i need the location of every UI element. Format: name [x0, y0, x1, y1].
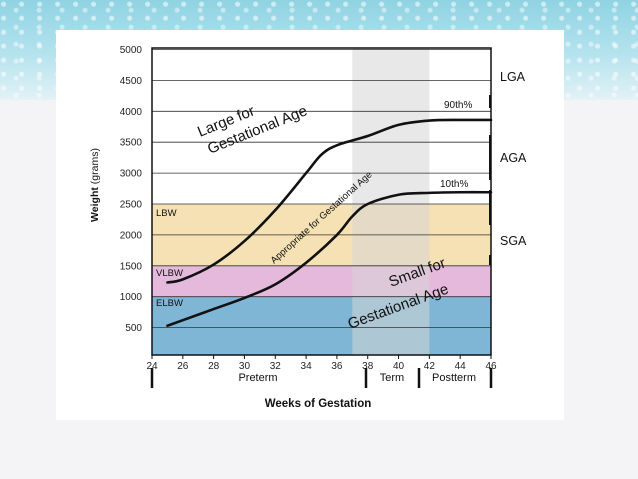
x-tick-label-28: 28 — [208, 361, 220, 372]
y-tick-label-1000: 1000 — [120, 292, 143, 303]
band-label-lbw: LBW — [156, 208, 177, 219]
band-label-vlbw: VLBW — [156, 268, 183, 279]
band-vlbw — [152, 265, 491, 297]
y-axis-label: Weight (grams) — [89, 148, 101, 222]
band-elbw-lower — [152, 327, 491, 355]
y-tick-label-5000: 5000 — [120, 45, 143, 56]
x-tick-label-30: 30 — [239, 361, 251, 372]
side-label-aga: AGA — [500, 151, 527, 165]
x-tick-label-44: 44 — [455, 361, 467, 372]
term-band-shading — [352, 48, 430, 355]
y-tick-label-4500: 4500 — [120, 76, 143, 87]
x-tick-label-38: 38 — [362, 361, 374, 372]
y-tick-label-3000: 3000 — [120, 169, 143, 180]
percentile-curves — [166, 118, 493, 328]
period-label-postterm: Postterm — [432, 372, 476, 384]
x-tick-label-32: 32 — [270, 361, 282, 372]
x-axis-label: Weeks of Gestation — [265, 398, 372, 410]
y-tick-label-500: 500 — [125, 323, 142, 334]
series-label-10th: 10th% — [440, 179, 468, 190]
period-label-term: Term — [380, 372, 404, 384]
x-tick-label-40: 40 — [393, 361, 405, 372]
x-tick-label-36: 36 — [331, 361, 343, 372]
band-label-elbw: ELBW — [156, 298, 183, 309]
x-tick-label-46: 46 — [485, 361, 497, 372]
y-tick-label-1500: 1500 — [120, 261, 143, 272]
y-tick-label-4000: 4000 — [120, 107, 143, 118]
side-label-sga: SGA — [500, 234, 527, 248]
y-tick-label-2500: 2500 — [120, 200, 143, 211]
y-tick-label-2000: 2000 — [120, 230, 143, 241]
series-label-90th: 90th% — [444, 100, 472, 111]
x-tick-label-26: 26 — [177, 361, 189, 372]
series-line-10th — [166, 190, 493, 328]
y-tick-label-3500: 3500 — [120, 138, 143, 149]
x-tick-label-24: 24 — [146, 361, 158, 372]
x-tick-label-42: 42 — [424, 361, 436, 372]
period-label-preterm: Preterm — [238, 372, 277, 384]
y-axis-ticks: 500 1000 1500 2000 2500 3000 3500 4000 4500 5000 — [120, 45, 143, 334]
grid-lines — [152, 49, 491, 329]
side-label-lga: LGA — [500, 70, 526, 84]
weight-bands — [152, 204, 491, 355]
x-axis-ticks: 24 26 28 30 32 34 36 38 40 42 44 46 — [146, 355, 497, 372]
series-line-90th — [166, 118, 493, 284]
x-tick-label-34: 34 — [301, 361, 313, 372]
